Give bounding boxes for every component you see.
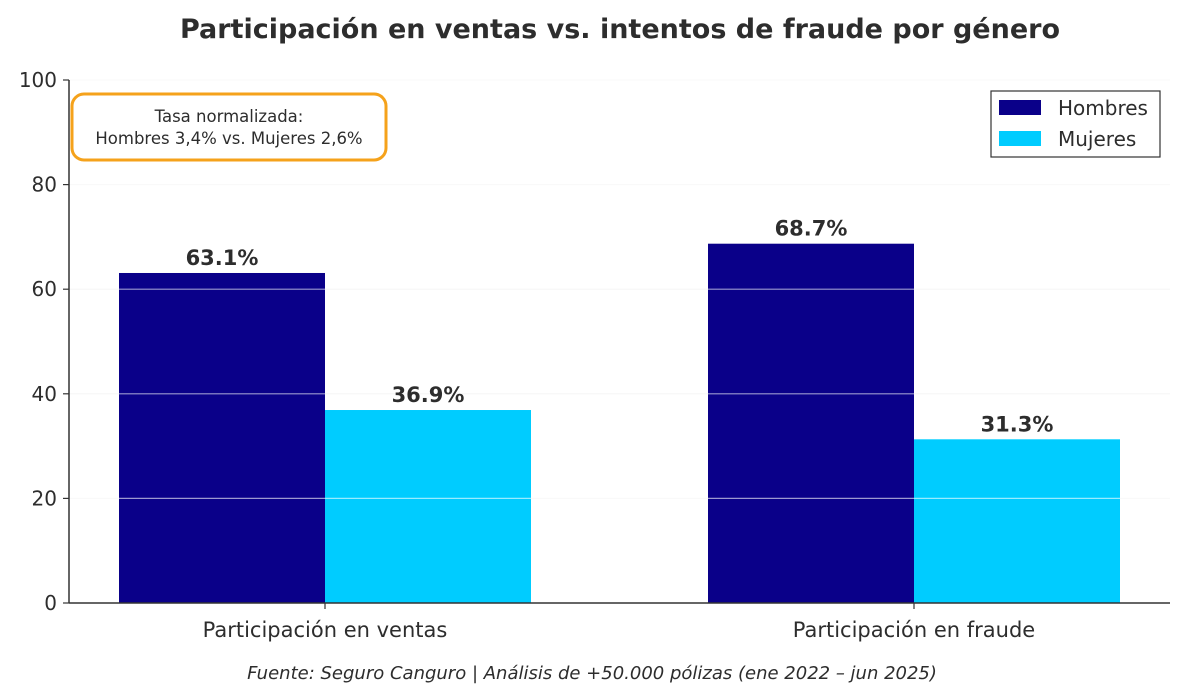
x-tick-label: Participación en ventas: [203, 618, 448, 642]
bar-mujeres: [914, 439, 1120, 603]
annotation-line1: Tasa normalizada:: [154, 107, 304, 126]
bar-hombres: [708, 243, 914, 603]
bar-mujeres: [325, 410, 531, 603]
data-label: 36.9%: [392, 383, 465, 407]
footnote: Fuente: Seguro Canguro | Análisis de +50…: [247, 663, 937, 684]
y-tick-label: 80: [32, 173, 57, 197]
annotation-line2: Hombres 3,4% vs. Mujeres 2,6%: [95, 129, 362, 148]
legend: Hombres Mujeres: [990, 90, 1161, 158]
y-tick-label: 60: [32, 277, 57, 301]
y-tick-label: 20: [32, 486, 57, 510]
data-labels: 63.1% 36.9% 68.7% 31.3%: [186, 217, 1054, 437]
x-tick-label: Participación en fraude: [793, 618, 1035, 642]
legend-swatch-mujeres: [999, 131, 1041, 146]
bar-hombres: [119, 272, 325, 603]
axes: 0 20 40 60 80 100 Participación en ventas Parti…: [19, 68, 1170, 642]
legend-label-mujeres: Mujeres: [1058, 127, 1136, 151]
y-tick-label: 40: [32, 382, 57, 406]
data-label: 68.7%: [775, 217, 848, 241]
legend-label-hombres: Hombres: [1058, 96, 1148, 120]
legend-swatch-hombres: [999, 100, 1041, 115]
annotation-box: Tasa normalizada: Hombres 3,4% vs. Mujer…: [70, 92, 388, 162]
data-label: 31.3%: [981, 412, 1054, 436]
data-label: 63.1%: [186, 246, 259, 270]
y-tick-label: 100: [19, 68, 57, 92]
bars: [119, 243, 1120, 603]
chart-title: Participación en ventas vs. intentos de …: [180, 14, 1060, 45]
gridlines-over: [69, 79, 1170, 499]
y-tick-label: 0: [44, 591, 57, 615]
